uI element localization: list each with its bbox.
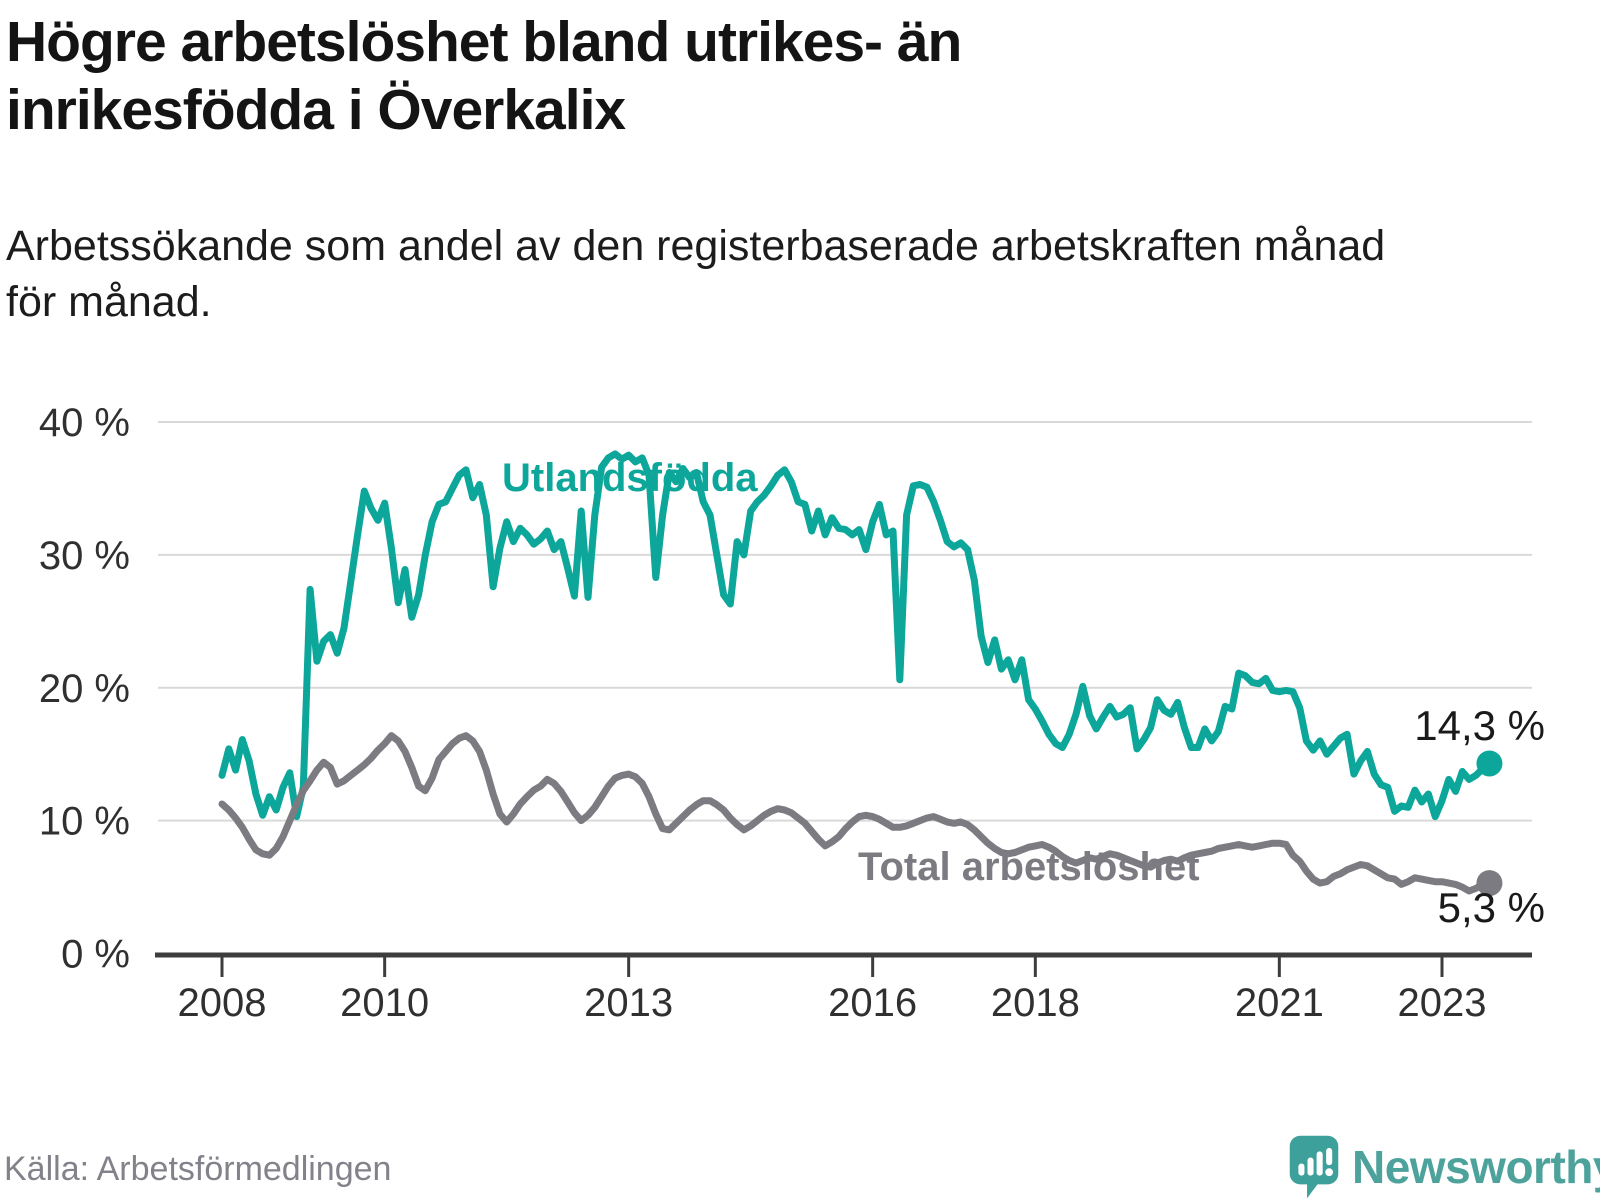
y-tick-label-0: 0 % [61,933,130,977]
x-tick-label-2018: 2018 [991,981,1080,1025]
y-tick-label-30: 30 % [39,534,130,578]
series-line-utlandsfodda [218,450,1493,821]
source-note: Källa: Arbetsförmedlingen [4,1150,392,1188]
page-title: Högre arbetslöshet bland utrikes- än inr… [6,8,1566,144]
end-value-label-utlandsfodda: 14,3 % [1414,702,1545,749]
x-tick-label-2013: 2013 [584,981,673,1025]
series-label-total-arbetsloshet: Total arbetslöshet [858,845,1200,889]
x-tick-label-2023: 2023 [1398,981,1487,1025]
newsworthy-logo: Newsworthy [1288,1134,1600,1200]
series-line-total [218,732,1493,895]
bar-chart-speech-bubble-icon [1289,1135,1339,1199]
title-line-2: inrikesfödda i Överkalix [6,78,626,142]
x-tick-label-2021: 2021 [1235,981,1324,1025]
y-tick-label-20: 20 % [39,667,130,711]
series-end-dot-total [1476,870,1503,897]
series-label-utlandsfodda: Utlandsfödda [502,456,758,500]
series-end-dot-utlandsfodda [1476,750,1503,777]
subtitle-line-2: för månad. [6,278,212,326]
subtitle-line-1: Arbetssökande som andel av den registerb… [6,222,1386,270]
x-tick-label-2010: 2010 [340,981,429,1025]
x-tick-label-2008: 2008 [178,981,267,1025]
x-tick-label-2016: 2016 [828,981,917,1025]
newsworthy-logo-text: Newsworthy [1352,1141,1600,1193]
y-tick-label-10: 10 % [39,800,130,844]
y-tick-label-40: 40 % [39,401,130,445]
title-line-1: Högre arbetslöshet bland utrikes- än [6,10,962,74]
chart-subtitle: Arbetssökande som andel av den registerb… [6,218,1576,330]
end-value-label-total: 5,3 % [1437,884,1545,931]
